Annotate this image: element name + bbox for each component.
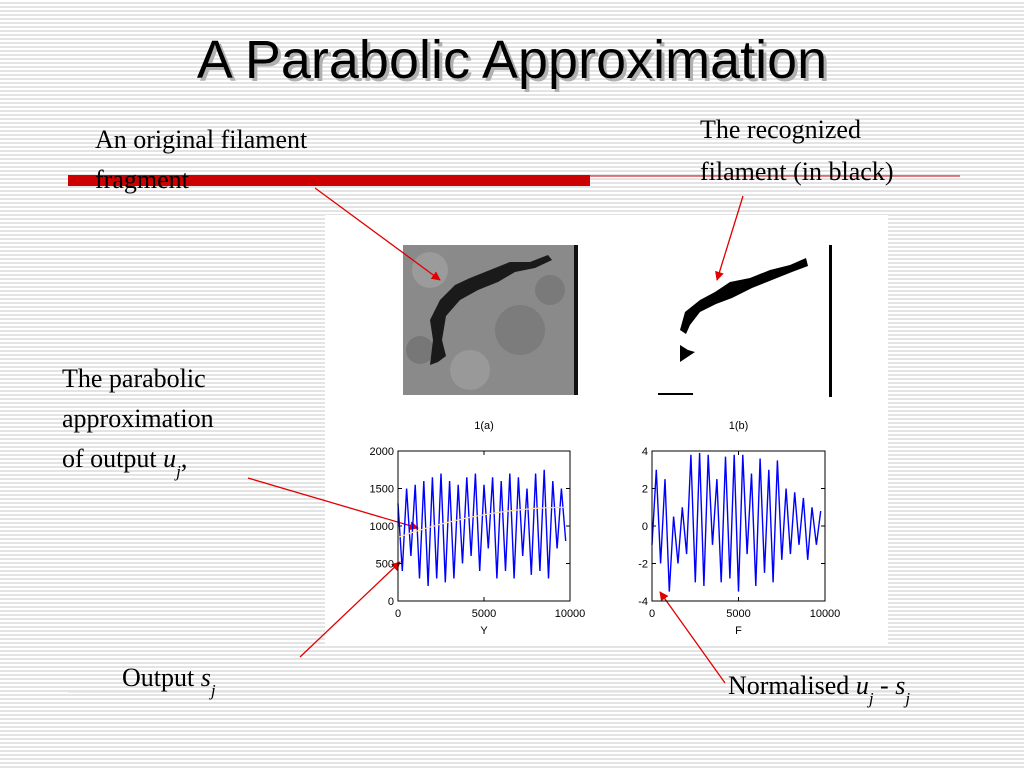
annotation-line: approximation xyxy=(62,404,214,433)
data-line xyxy=(397,469,567,587)
annotation-run: j xyxy=(174,462,181,481)
data-line xyxy=(397,506,566,538)
annotation-run: approximation xyxy=(62,404,214,433)
x-tick-label: 10000 xyxy=(555,608,586,620)
y-tick-label: 1500 xyxy=(370,484,394,496)
annotation-line: Normalised uj - sj xyxy=(728,671,910,708)
y-tick-label: 4 xyxy=(642,446,648,458)
annotation-run: s xyxy=(895,671,905,700)
annotation-line: fragment xyxy=(95,165,190,194)
y-tick-label: 0 xyxy=(642,521,648,533)
y-tick-label: 2000 xyxy=(370,446,394,458)
filament-image xyxy=(403,245,578,395)
chart-title: 1(a) xyxy=(474,420,494,432)
x-tick-label: 0 xyxy=(395,608,401,620)
annotation-run: s xyxy=(201,663,211,692)
annotation-run: The parabolic xyxy=(62,364,206,393)
annotation-line: filament (in black) xyxy=(700,157,893,186)
x-tick-label: 5000 xyxy=(472,608,496,620)
annotation-run: , xyxy=(181,444,188,473)
annotation-line: An original filament xyxy=(95,125,308,154)
plot-frame xyxy=(651,450,826,602)
annotation-run: fragment xyxy=(95,165,190,194)
x-tick-label: 5000 xyxy=(726,608,750,620)
annotation-run: of output xyxy=(62,444,163,473)
y-tick-label: 2 xyxy=(642,484,648,496)
plot-frame xyxy=(397,450,571,602)
annotation-run: j xyxy=(903,689,910,708)
annotation-line: The parabolic xyxy=(62,364,206,393)
annotation-run: j xyxy=(209,681,216,700)
annotation-run: j xyxy=(867,689,874,708)
arrows xyxy=(247,187,744,684)
annotation-run: An original filament xyxy=(95,125,308,154)
x-tick-label: 10000 xyxy=(810,608,841,620)
slide-title: A Parabolic Approximation xyxy=(197,30,827,90)
annotation-line: of output uj, xyxy=(62,444,187,481)
annotation-run: u xyxy=(163,444,176,473)
annotation-run: Normalised xyxy=(728,671,856,700)
y-tick-label: -4 xyxy=(638,596,648,608)
y-tick-label: 500 xyxy=(376,559,394,571)
recognized-image xyxy=(658,245,832,397)
x-tick-label: 0 xyxy=(649,608,655,620)
title-bar xyxy=(68,175,590,186)
annotation-run: - xyxy=(874,671,896,700)
y-tick-label: 0 xyxy=(388,596,394,608)
chart-title: 1(b) xyxy=(729,420,749,432)
annotation-run: u xyxy=(856,671,869,700)
x-axis-label: F xyxy=(735,625,742,637)
annotation-run: Output xyxy=(122,663,201,692)
annotation-line: Output sj xyxy=(122,663,216,700)
annotation-run: filament (in black) xyxy=(700,157,893,186)
annotation-run: The recognized xyxy=(700,115,861,144)
annotation-line: The recognized xyxy=(700,115,861,144)
data-line xyxy=(651,452,822,592)
x-axis-label: Y xyxy=(480,625,488,637)
y-tick-label: -2 xyxy=(638,559,648,571)
y-tick-label: 1000 xyxy=(370,521,394,533)
